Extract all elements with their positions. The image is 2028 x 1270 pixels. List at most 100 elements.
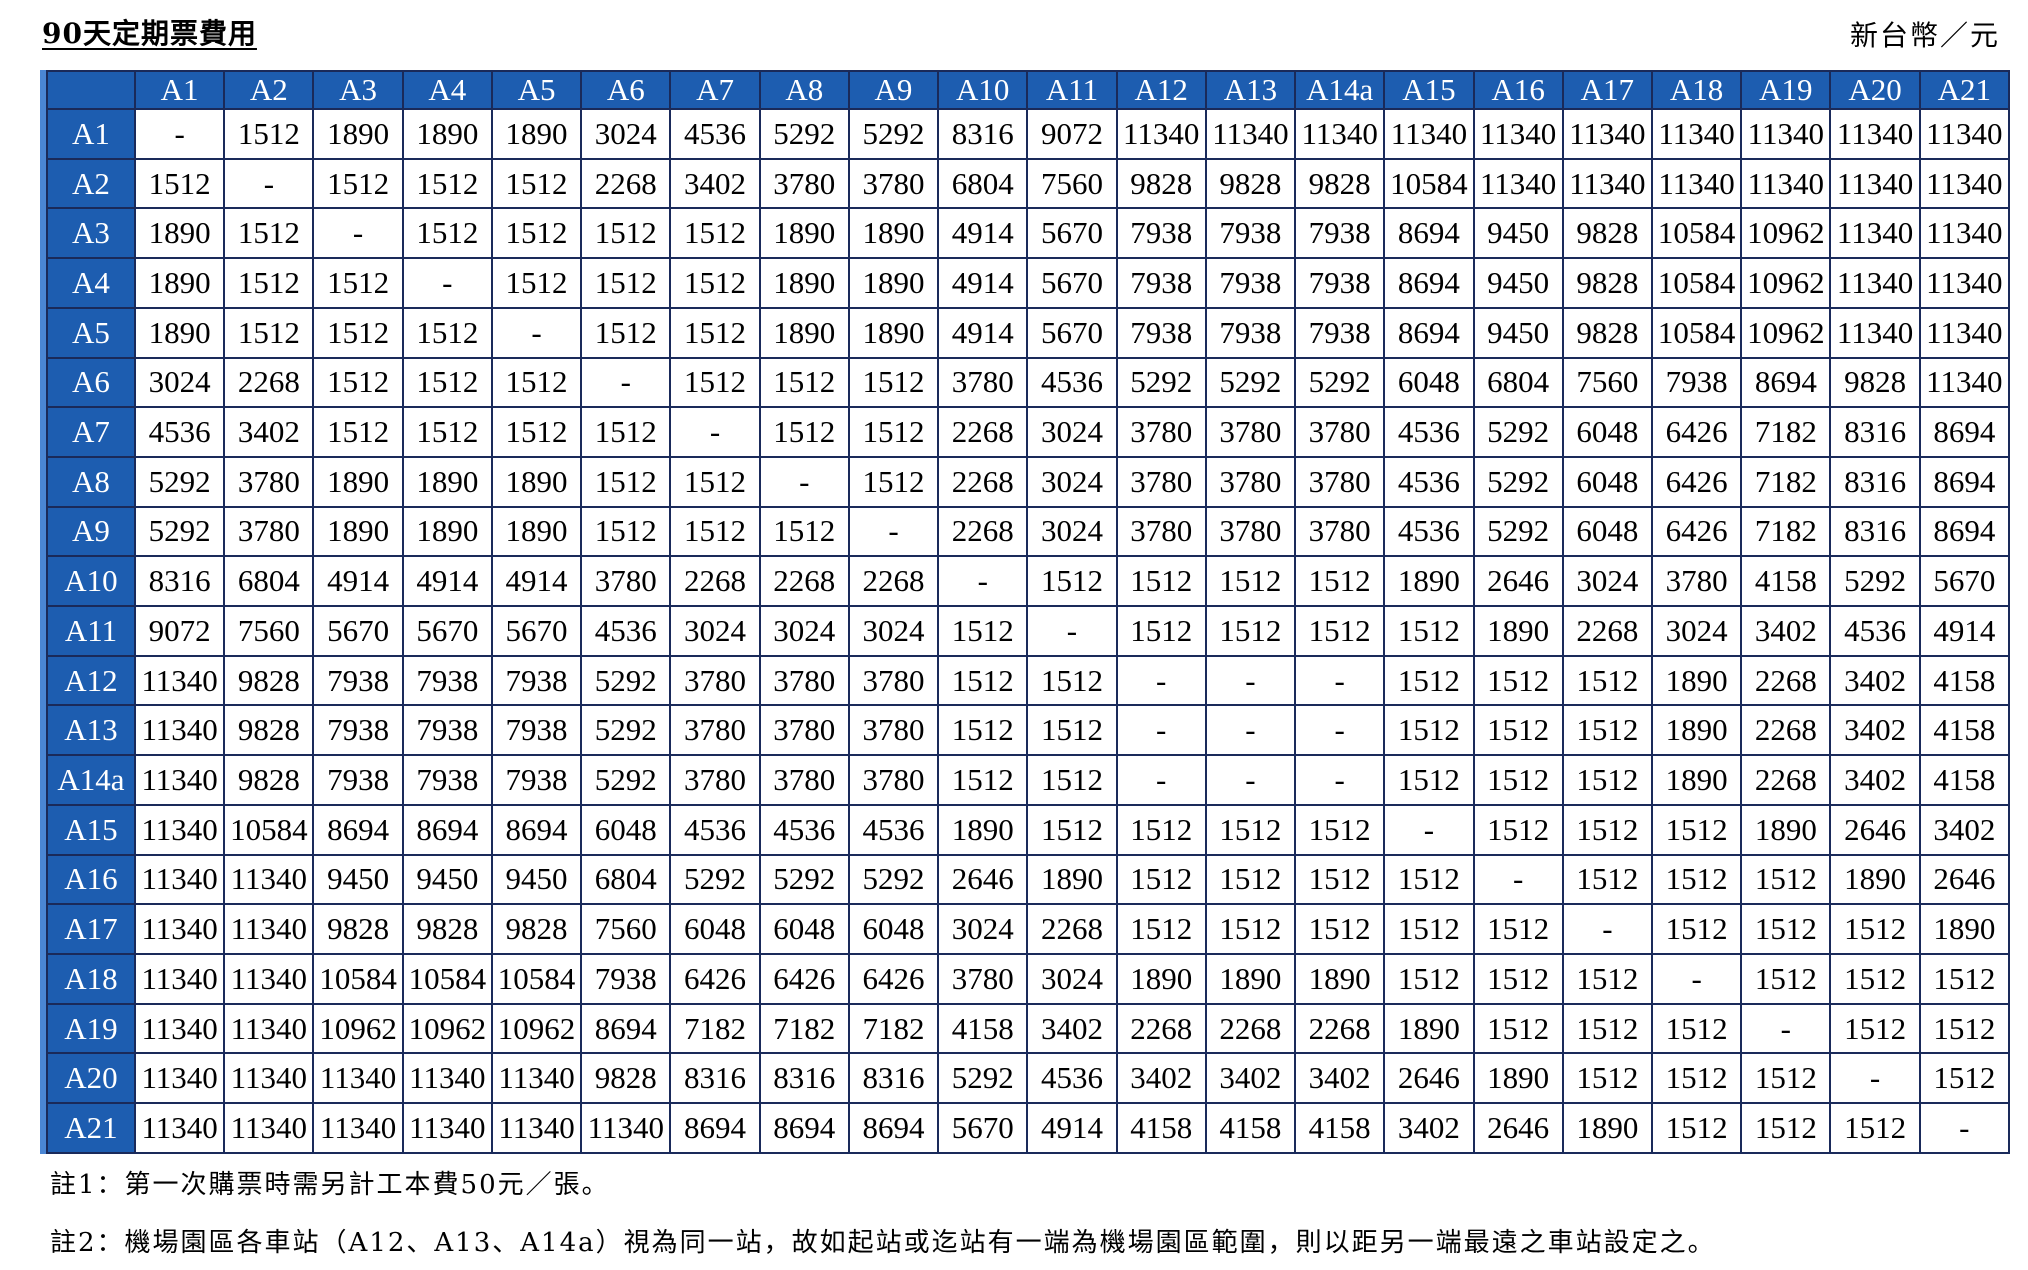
fare-cell: 11340	[1829, 157, 1921, 210]
fare-cell: 8694	[312, 803, 404, 856]
column-header-a11: A11	[1026, 70, 1118, 110]
fare-cell: 1512	[937, 654, 1029, 707]
fare-cell: 4158	[937, 1002, 1029, 1055]
fare-cell: 5292	[580, 754, 672, 806]
fare-cell: 1890	[312, 108, 404, 160]
fare-cell: 8694	[1918, 505, 2011, 558]
fare-cell: 11340	[133, 654, 226, 707]
fare-cell: 1512	[1740, 952, 1832, 1005]
fare-cell: 3780	[847, 704, 940, 757]
fare-cell: 11340	[133, 952, 226, 1005]
fare-cell: 1890	[133, 257, 226, 309]
fare-cell: 6426	[1650, 505, 1743, 558]
fare-cell: 3780	[1204, 455, 1297, 508]
fare-cell: -	[1026, 605, 1118, 657]
fare-cell: 1512	[669, 455, 761, 508]
fare-cell: 6426	[1650, 455, 1743, 508]
fare-cell: 5292	[1115, 356, 1207, 409]
fare-cell: 1512	[490, 207, 583, 260]
fare-cell: 1512	[1829, 903, 1921, 955]
fare-cell: 8694	[1918, 406, 2011, 458]
fare-cell: 11340	[312, 1052, 404, 1105]
fare-cell: 11340	[223, 1052, 315, 1105]
table-row: A11 9072 7560 5670 5670 5670 4536 3024 3024 3024 1…	[46, 605, 2011, 657]
fare-cell: 11340	[1829, 207, 1921, 260]
fare-cell: 1512	[937, 704, 1029, 757]
fare-cell: 2268	[1294, 1002, 1386, 1055]
fare-cell: 8316	[1829, 455, 1921, 508]
fare-cell: 3402	[1829, 654, 1921, 707]
fare-cell: 5670	[937, 1102, 1029, 1154]
fare-cell: 1890	[847, 257, 940, 309]
fare-cell: 4536	[1383, 505, 1475, 558]
note-1: 註1：第一次購票時需另計工本費50元／張。	[50, 1170, 610, 1200]
fare-cell: 1512	[1561, 754, 1653, 806]
fare-cell: 1890	[1472, 605, 1564, 657]
fare-cell: 7182	[758, 1002, 850, 1055]
fare-cell: 1890	[1204, 952, 1297, 1005]
table-row: A20 11340 11340 11340 11340 11340 9828 8316 8316…	[46, 1052, 2011, 1105]
fare-cell: 3780	[758, 754, 850, 806]
fare-cell: 2268	[937, 406, 1029, 458]
fare-cell: 7182	[1740, 406, 1832, 458]
fare-cell: 1512	[401, 356, 493, 409]
fare-cell: 1890	[312, 455, 404, 508]
fare-cell: 11340	[133, 1052, 226, 1105]
fare-cell: 3024	[1026, 455, 1118, 508]
fare-cell: 8694	[1383, 257, 1475, 309]
fare-cell: 2646	[1472, 555, 1564, 608]
row-header-a3: A3	[46, 207, 136, 260]
fare-cell: 9828	[1561, 257, 1653, 309]
fare-cell: 4536	[758, 803, 850, 856]
fare-cell: 3024	[1650, 605, 1743, 657]
fare-cell: 2646	[937, 853, 1029, 906]
row-header-a13: A13	[46, 704, 136, 757]
fare-cell: 5292	[580, 654, 672, 707]
fare-cell: 11340	[1829, 306, 1921, 359]
fare-cell: 10584	[1383, 157, 1475, 210]
row-header-a1: A1	[46, 108, 136, 160]
fare-cell: 3780	[580, 555, 672, 608]
fare-cell: 11340	[401, 1052, 493, 1105]
fare-cell: 1512	[1650, 1102, 1743, 1154]
fare-cell: 6426	[758, 952, 850, 1005]
fare-cell: 5292	[1204, 356, 1297, 409]
row-header-a17: A17	[46, 903, 136, 955]
fare-cell: 4158	[1918, 704, 2011, 757]
fare-cell: 11340	[133, 1002, 226, 1055]
fare-cell: 1512	[1383, 654, 1475, 707]
fare-cell: 1512	[847, 455, 940, 508]
row-header-a19: A19	[46, 1002, 136, 1055]
row-header-a6: A6	[46, 356, 136, 409]
fare-cell: 7938	[401, 754, 493, 806]
fare-cell: 1512	[1740, 903, 1832, 955]
fare-cell: 1512	[1026, 654, 1118, 707]
fare-cell: 11340	[1650, 157, 1743, 210]
fare-cell: 6048	[1561, 406, 1653, 458]
fare-cell: 1512	[312, 257, 404, 309]
fare-cell: 1512	[1918, 1052, 2011, 1105]
column-header-a17: A17	[1561, 70, 1653, 110]
fare-cell: 1512	[580, 306, 672, 359]
fare-cell: 11340	[1650, 108, 1743, 160]
fare-cell: 3780	[1204, 505, 1297, 558]
fare-cell: 3780	[1115, 455, 1207, 508]
fare-cell: -	[1294, 654, 1386, 707]
fare-cell: -	[580, 356, 672, 409]
table-corner-cell	[46, 70, 136, 110]
fare-cell: 1890	[401, 455, 493, 508]
fare-cell: 11340	[1115, 108, 1207, 160]
fare-cell: 1512	[1918, 952, 2011, 1005]
column-header-row: A1 A2 A3 A4 A5 A6 A7 A8 A9 A10 A11 A12 A13 A14a A15 A16…	[46, 70, 2011, 110]
table-row: A8 5292 3780 1890 1890 1890 1512 1512-1512 2268 3…	[46, 455, 2011, 508]
fare-cell: 11340	[1918, 257, 2011, 309]
fare-cell: 11340	[1918, 108, 2011, 160]
fare-cell: 5292	[758, 853, 850, 906]
fare-cell: 7938	[401, 704, 493, 757]
fare-cell: 11340	[401, 1102, 493, 1154]
table-row: A16 11340 11340 9450 9450 9450 6804 5292 5292 529…	[46, 853, 2011, 906]
table-row: A4 1890 1512 1512-1512 1512 1512 1890 1890 4914 5…	[46, 257, 2011, 309]
fare-cell: 1512	[1561, 1002, 1653, 1055]
fare-cell: 7182	[669, 1002, 761, 1055]
fare-cell: 4158	[1204, 1102, 1297, 1154]
